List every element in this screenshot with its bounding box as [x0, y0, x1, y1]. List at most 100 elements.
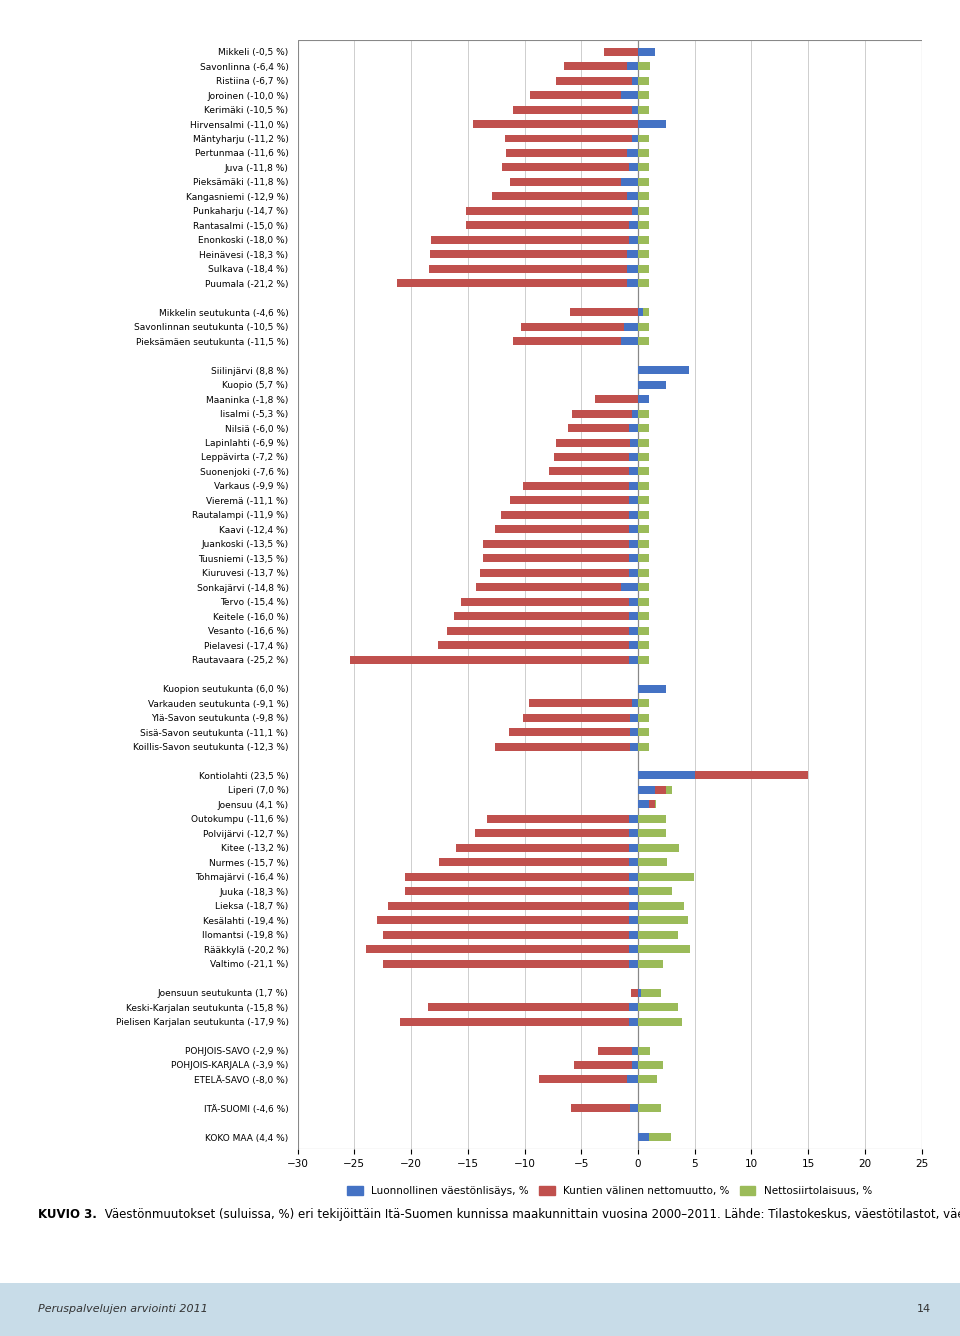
Bar	[621, 91, 638, 99]
Text: Väestönmuutokset (suluissa, %) eri tekijöittäin Itä-Suomen kunnissa maakunnittai: Väestönmuutokset (suluissa, %) eri tekij…	[101, 1208, 960, 1221]
Bar	[349, 656, 638, 664]
Bar	[627, 63, 638, 69]
Bar	[638, 728, 649, 736]
Bar	[638, 931, 678, 939]
Bar	[530, 91, 638, 99]
Bar	[629, 569, 638, 577]
Bar	[629, 887, 638, 895]
Bar	[638, 309, 642, 317]
Text: 14: 14	[917, 1304, 931, 1315]
Bar	[638, 381, 666, 389]
Bar	[629, 945, 638, 953]
Bar	[298, 40, 922, 1149]
Bar	[629, 1018, 638, 1026]
Bar	[629, 872, 638, 880]
Bar	[638, 48, 655, 56]
Bar	[638, 554, 649, 562]
Bar	[638, 222, 649, 230]
Bar	[629, 931, 638, 939]
Bar	[629, 482, 638, 490]
Bar	[621, 337, 638, 345]
Bar	[554, 453, 638, 461]
Bar	[638, 395, 649, 403]
Bar	[598, 1046, 638, 1054]
Bar	[633, 410, 638, 418]
Bar	[447, 627, 638, 635]
Bar	[509, 728, 638, 736]
Bar	[638, 800, 655, 808]
Bar	[627, 1075, 638, 1083]
Bar	[638, 771, 695, 779]
Bar	[495, 743, 638, 751]
Bar	[629, 163, 638, 171]
Bar	[638, 106, 649, 114]
Bar	[638, 482, 649, 490]
Bar	[495, 525, 638, 533]
Bar	[638, 120, 666, 128]
Bar	[492, 192, 638, 200]
Bar	[629, 540, 638, 548]
Bar	[638, 786, 666, 794]
Bar	[572, 410, 638, 418]
Bar	[501, 510, 638, 518]
Bar	[430, 250, 638, 258]
Bar	[638, 989, 641, 997]
Bar	[629, 627, 638, 635]
Bar	[638, 453, 649, 461]
Bar	[629, 424, 638, 432]
Bar	[483, 540, 638, 548]
Bar	[638, 1133, 671, 1141]
Bar	[638, 120, 649, 128]
Bar	[473, 120, 638, 128]
Bar	[510, 497, 638, 505]
Bar	[638, 771, 808, 779]
Bar	[474, 830, 638, 838]
Bar	[633, 106, 638, 114]
Bar	[480, 569, 638, 577]
Bar	[397, 279, 638, 287]
Text: Peruspalvelujen arviointi 2011: Peruspalvelujen arviointi 2011	[38, 1304, 208, 1315]
Bar	[638, 381, 663, 389]
Bar	[627, 250, 638, 258]
Bar	[638, 641, 649, 649]
Bar	[629, 1003, 638, 1011]
Bar	[638, 743, 649, 751]
Bar	[630, 1105, 638, 1113]
Bar	[629, 656, 638, 664]
Bar	[638, 265, 649, 273]
Bar	[638, 525, 649, 533]
Bar	[567, 424, 638, 432]
Bar	[629, 612, 638, 620]
Bar	[502, 163, 638, 171]
Bar	[638, 395, 649, 403]
Bar	[633, 76, 638, 84]
Bar	[629, 815, 638, 823]
Bar	[629, 497, 638, 505]
Bar	[540, 1075, 638, 1083]
Bar	[630, 438, 638, 446]
Bar	[638, 381, 649, 389]
Bar	[638, 192, 649, 200]
Legend: Luonnollinen väestönlisäys, %, Kuntien välinen nettomuutto, %, Nettosiirtolaisuu: Luonnollinen väestönlisäys, %, Kuntien v…	[343, 1182, 876, 1201]
Bar	[633, 135, 638, 143]
Bar	[638, 1133, 649, 1141]
Bar	[624, 323, 638, 331]
Bar	[627, 279, 638, 287]
Bar	[638, 597, 649, 605]
Bar	[505, 135, 638, 143]
Bar	[638, 337, 649, 345]
Bar	[638, 309, 649, 317]
Bar	[638, 135, 649, 143]
Bar	[456, 844, 638, 852]
Bar	[638, 959, 663, 967]
Bar	[638, 236, 649, 244]
Bar	[529, 699, 638, 707]
Bar	[629, 222, 638, 230]
Bar	[439, 641, 638, 649]
Bar	[461, 597, 638, 605]
Bar	[638, 1061, 663, 1069]
Bar	[638, 902, 684, 910]
Bar	[638, 771, 678, 779]
Bar	[638, 323, 649, 331]
Bar	[638, 424, 649, 432]
